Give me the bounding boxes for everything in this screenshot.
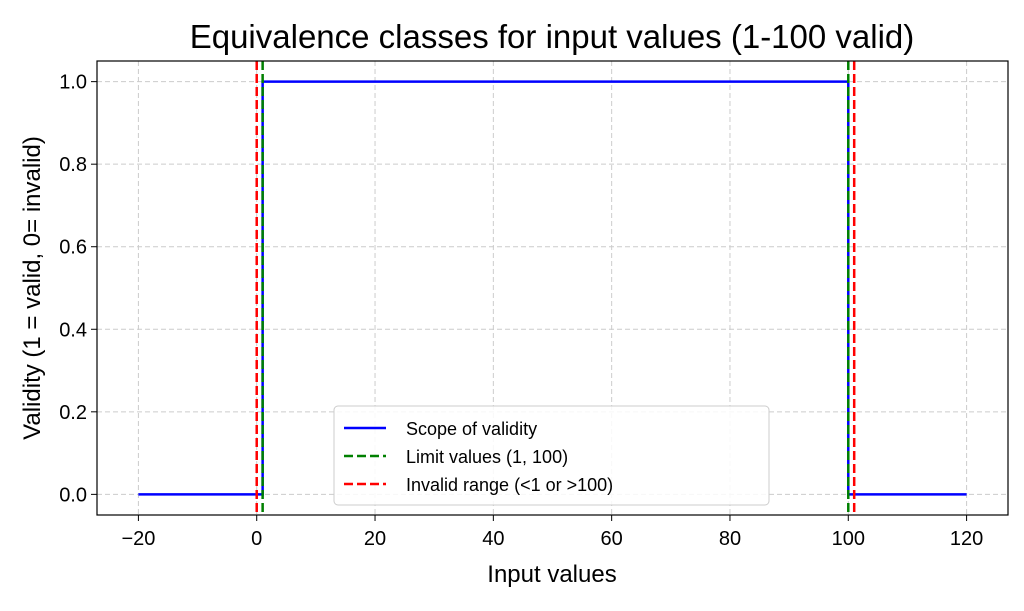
x-tick-label: 60 — [601, 528, 623, 550]
y-tick-label: 0.0 — [59, 484, 87, 506]
ticks: −20 0 20 40 60 80 100 120 0.0 0.2 0.4 0.6 0.8 1.0 — [59, 72, 983, 550]
y-tick-label: 1.0 — [59, 72, 87, 94]
legend-label: Limit values (1, 100) — [406, 447, 568, 467]
x-tick-label: 20 — [364, 528, 386, 550]
x-tick-label: 40 — [482, 528, 504, 550]
x-tick-label: 120 — [950, 528, 983, 550]
legend-label: Scope of validity — [406, 419, 537, 439]
x-tick-label: 80 — [719, 528, 741, 550]
y-tick-label: 0.2 — [59, 402, 87, 424]
chart-title: Equivalence classes for input values (1-… — [190, 18, 915, 55]
y-tick-label: 0.4 — [59, 319, 87, 341]
legend-box — [333, 405, 770, 506]
series-line-scope-of-validity — [138, 80, 967, 496]
legend: Scope of validity Limit values (1, 100) In… — [333, 405, 770, 506]
x-axis-label: Input values — [487, 561, 616, 588]
y-tick-label: 0.6 — [59, 237, 87, 259]
x-tick-label: 0 — [251, 528, 262, 550]
x-tick-label: 100 — [832, 528, 865, 550]
plot-lines — [138, 61, 967, 515]
y-axis-label: Validity (1 = valid, 0= invalid) — [19, 136, 46, 440]
y-tick-label: 0.8 — [59, 154, 87, 176]
legend-label: Invalid range (<1 or >100) — [406, 475, 613, 495]
x-tick-label: −20 — [121, 528, 155, 550]
plot-frame — [96, 60, 1009, 516]
